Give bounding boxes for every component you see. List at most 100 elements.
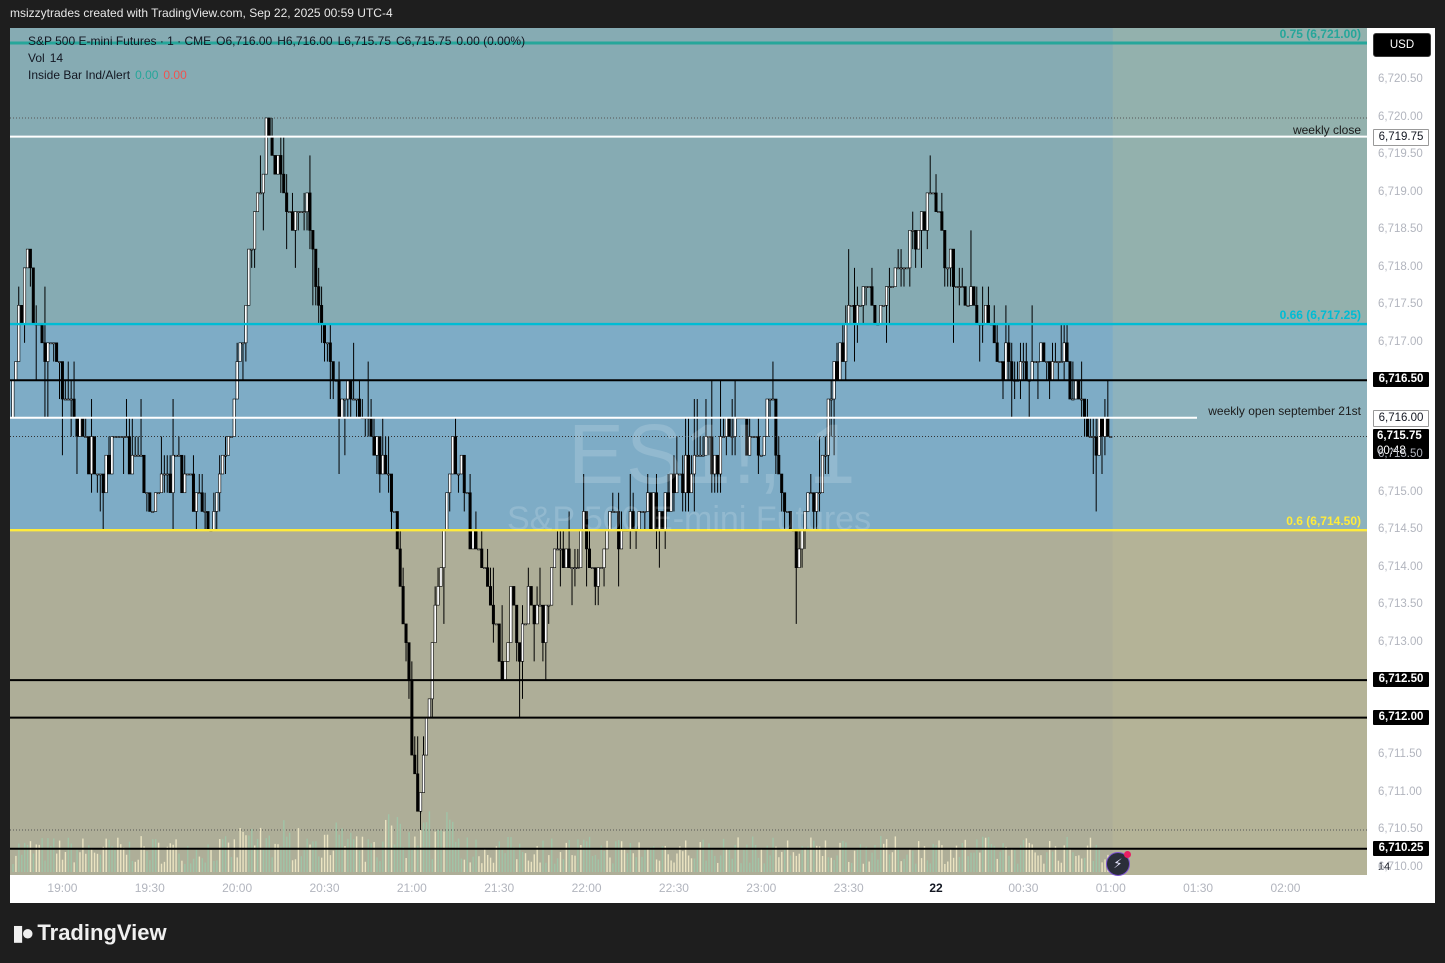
volume-bar (562, 859, 565, 872)
legend-symbol[interactable]: S&P 500 E-mini Futures · 1 · CME (28, 34, 212, 48)
volume-bar (198, 856, 201, 872)
candle-body (162, 473, 166, 476)
volume-bar (585, 841, 588, 872)
volume-bar (428, 811, 431, 872)
volume-bar (856, 849, 859, 872)
volume-bar (976, 839, 978, 872)
legend-indicator-label: Inside Bar Ind/Alert (28, 68, 131, 82)
volume-bar (23, 842, 26, 872)
volume-bar (88, 845, 90, 872)
candle-body (937, 211, 941, 213)
volume-bar (454, 841, 457, 872)
candle-body (695, 454, 699, 457)
candle-body (110, 436, 114, 475)
volume-bar (839, 842, 841, 872)
candle-body (911, 230, 915, 232)
volume-bar (676, 853, 678, 872)
candle-body (20, 305, 24, 325)
candle-body (378, 436, 382, 475)
volume-bar (155, 839, 157, 872)
volume-bar (152, 839, 154, 872)
volume-bar (338, 834, 340, 872)
candle-body (864, 286, 868, 288)
candle-body (439, 567, 443, 587)
candle-body (171, 454, 175, 494)
volume-bar (166, 846, 169, 872)
volume-bar (565, 842, 567, 872)
legend-indicator-v1: 0.00 (135, 68, 159, 82)
candle-body (975, 305, 979, 325)
volume-bar (775, 846, 777, 872)
volume-bar (332, 850, 335, 872)
legend-vol-value: 14 (49, 51, 64, 65)
candle-body (684, 454, 688, 494)
volume-bar (632, 853, 634, 872)
volume-bar (61, 859, 64, 872)
legend-indicator[interactable]: Inside Bar Ind/Alert 0.00 0.00 (28, 68, 192, 82)
y-tick-label: 6,713.00 (1378, 635, 1423, 648)
chart-frame[interactable]: ES1!, 1 S&P 500 E-mini Futures S&P 500 E… (10, 27, 1435, 903)
volume-bar (216, 860, 218, 872)
volume-bar (938, 840, 940, 872)
candle-body (558, 548, 562, 551)
candle-body (818, 492, 822, 495)
candle-body (969, 286, 973, 306)
volume-bar (947, 861, 949, 872)
candle-body (596, 567, 600, 587)
volume-bar (125, 854, 128, 872)
volume-bar (1025, 838, 1028, 872)
volume-bar (350, 832, 352, 872)
candle-body (157, 492, 161, 495)
volume-bar (792, 852, 795, 872)
legend-volume[interactable]: Vol 14 (28, 51, 68, 65)
candle-body (553, 548, 557, 568)
volume-bar (169, 843, 171, 872)
candle-body (419, 792, 423, 812)
lightning-alert-icon[interactable]: ⚡ (1106, 851, 1131, 876)
legend-price[interactable]: S&P 500 E-mini Futures · 1 · CME O6,716.0… (28, 34, 530, 48)
volume-bar (236, 857, 238, 872)
candle-body (538, 604, 542, 607)
candle-body (518, 642, 522, 662)
candle-body (943, 230, 947, 269)
volume-bar (379, 861, 381, 872)
volume-bar (411, 849, 413, 872)
candle-body (355, 398, 359, 401)
volume-bar (195, 848, 198, 872)
volume-bar (35, 844, 38, 872)
volume-bar (1083, 857, 1086, 872)
candle-body (468, 492, 472, 550)
volume-bar (291, 860, 294, 872)
volume-bar (417, 845, 419, 872)
candle-body (226, 436, 230, 456)
volume-bar (772, 837, 774, 872)
candle-body (1018, 361, 1022, 381)
volume-bar (15, 855, 17, 872)
candle-body (52, 342, 56, 345)
volume-bar (1092, 860, 1095, 872)
volume-bar (967, 856, 969, 872)
volume-bar (280, 846, 282, 872)
candle-body (995, 342, 999, 362)
candle-body (599, 567, 603, 569)
chart-svg[interactable] (10, 28, 1435, 903)
volume-bar (1022, 839, 1025, 872)
candle-body (349, 379, 353, 400)
candle-body (151, 511, 155, 513)
volume-bar (364, 861, 367, 872)
currency-button[interactable]: USD (1373, 33, 1431, 57)
candle-body (58, 361, 62, 363)
volume-bar (1037, 855, 1039, 872)
volume-bar (754, 844, 757, 872)
candle-body (101, 473, 105, 494)
volume-bar (376, 857, 378, 872)
candle-body (940, 211, 944, 231)
volume-bar (804, 848, 806, 872)
volume-bar (137, 859, 139, 872)
volume-bar (1031, 844, 1033, 872)
volume-bar (850, 862, 853, 872)
volume-bar (702, 839, 704, 872)
candle-body (491, 604, 495, 625)
candle-body (159, 473, 163, 494)
volume-bar (824, 840, 827, 872)
